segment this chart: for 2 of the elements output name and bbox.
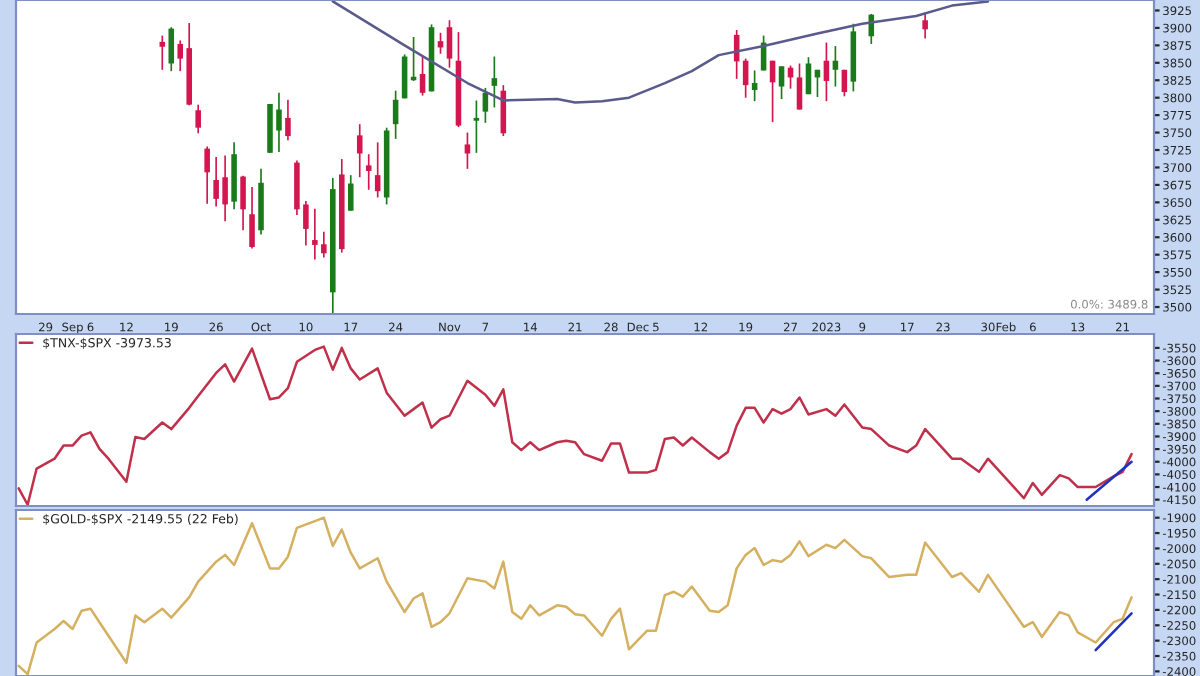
line-series (17, 345, 1133, 506)
line-series (17, 516, 1133, 676)
